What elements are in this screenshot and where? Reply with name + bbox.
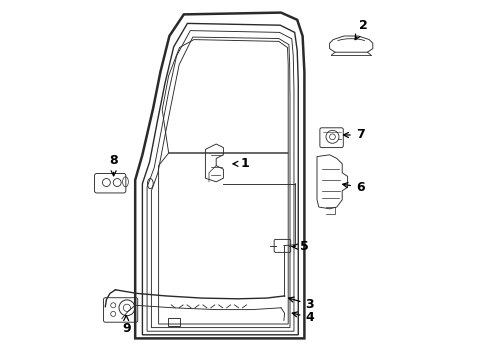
Text: 6: 6 xyxy=(343,181,365,194)
Text: 4: 4 xyxy=(292,311,314,324)
Text: 5: 5 xyxy=(293,240,309,253)
Text: 1: 1 xyxy=(233,157,249,170)
Text: 3: 3 xyxy=(289,297,314,311)
Text: 8: 8 xyxy=(109,154,118,176)
Text: 2: 2 xyxy=(355,19,368,40)
Text: 9: 9 xyxy=(122,315,130,335)
Text: 7: 7 xyxy=(343,129,365,141)
Bar xyxy=(168,318,180,326)
